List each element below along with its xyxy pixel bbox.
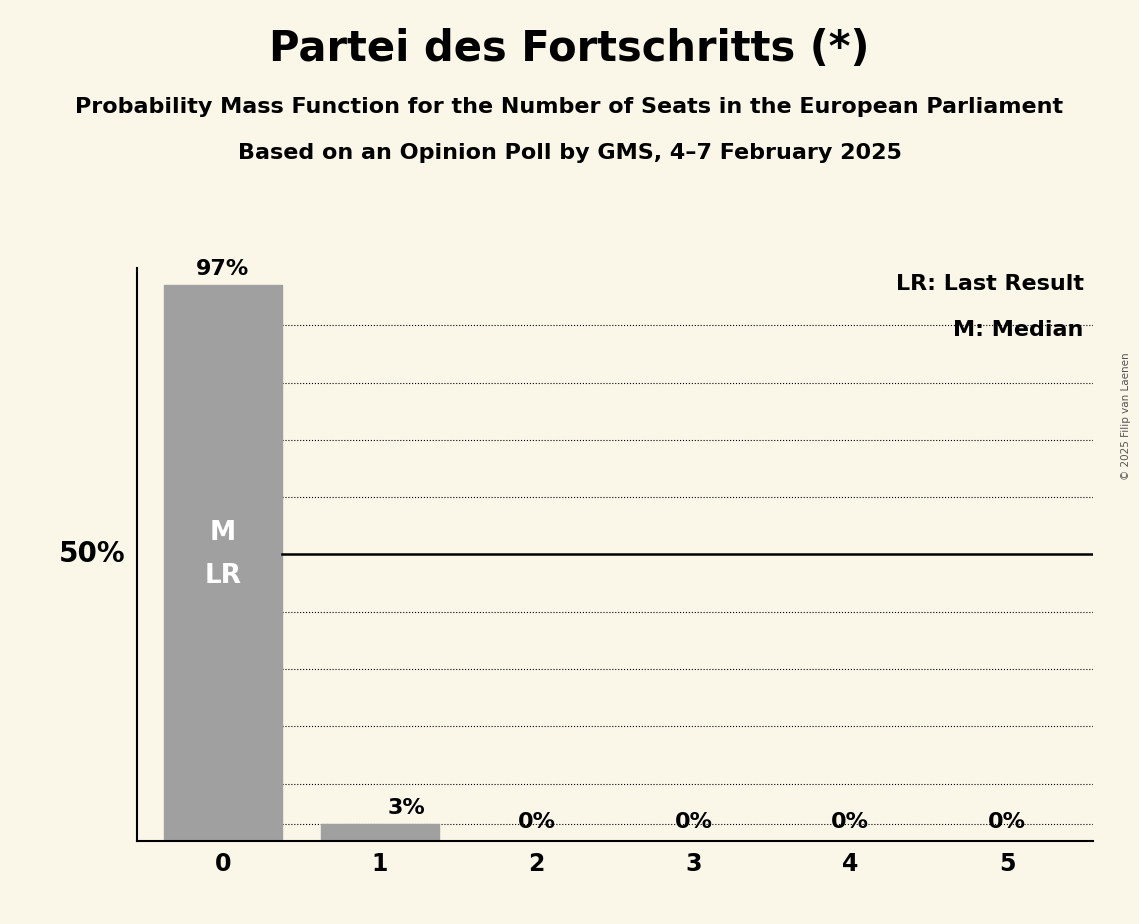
Text: M: Median: M: Median: [953, 320, 1084, 339]
Text: 97%: 97%: [196, 260, 249, 279]
Text: LR: Last Result: LR: Last Result: [896, 274, 1084, 294]
Text: M: M: [210, 520, 236, 546]
Text: 0%: 0%: [989, 812, 1026, 833]
Text: Based on an Opinion Poll by GMS, 4–7 February 2025: Based on an Opinion Poll by GMS, 4–7 Feb…: [238, 143, 901, 164]
Text: © 2025 Filip van Laenen: © 2025 Filip van Laenen: [1121, 352, 1131, 480]
Bar: [164, 286, 281, 841]
Bar: [321, 823, 439, 841]
Text: LR: LR: [204, 563, 241, 589]
Text: 0%: 0%: [831, 812, 869, 833]
Text: 3%: 3%: [387, 798, 425, 818]
Text: Probability Mass Function for the Number of Seats in the European Parliament: Probability Mass Function for the Number…: [75, 97, 1064, 117]
Text: 0%: 0%: [674, 812, 713, 833]
Text: 0%: 0%: [517, 812, 556, 833]
Text: Partei des Fortschritts (*): Partei des Fortschritts (*): [269, 28, 870, 69]
Text: 50%: 50%: [59, 541, 125, 568]
